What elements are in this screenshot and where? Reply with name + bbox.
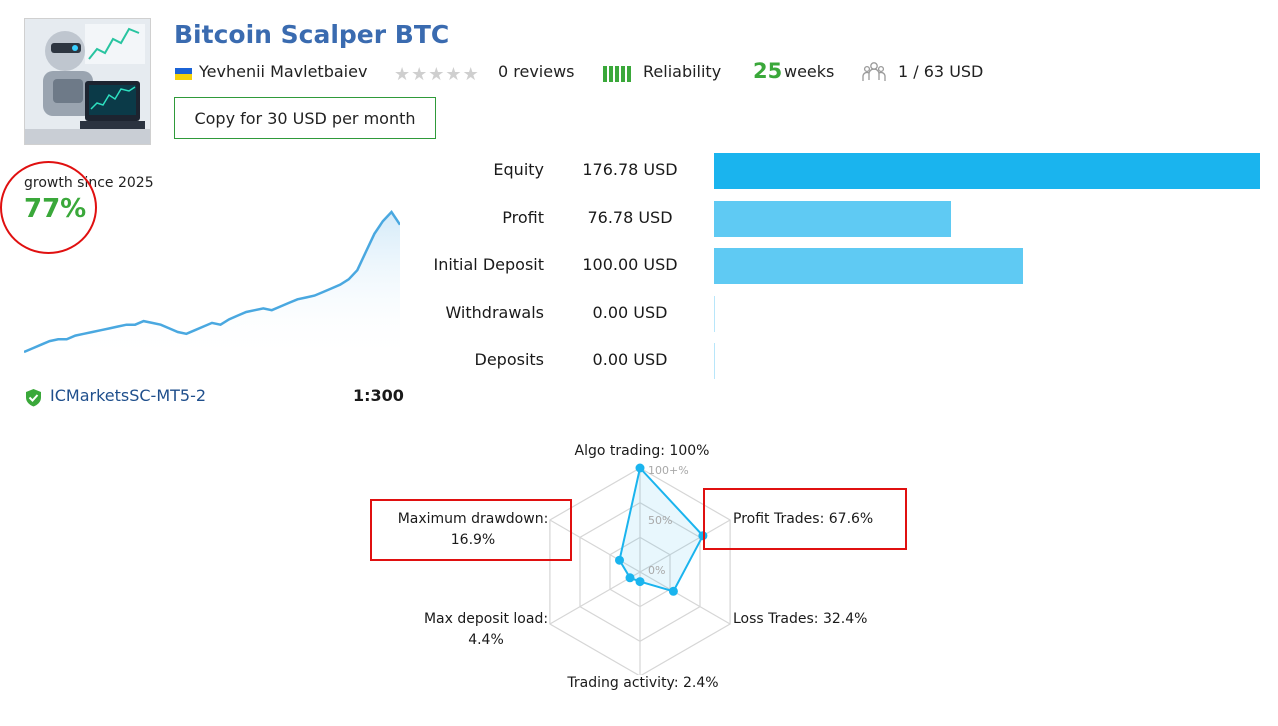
profit-bar xyxy=(714,201,952,237)
radar-tick-50: 50% xyxy=(648,514,672,527)
copy-subscribe-button[interactable]: Copy for 30 USD per month xyxy=(174,97,436,139)
author-avatar[interactable] xyxy=(24,18,151,145)
stat-label-equity: Equity xyxy=(493,160,544,179)
radar-chart: 100+% 50% 0% xyxy=(549,463,731,675)
star-icon: ★ xyxy=(411,64,429,85)
highlight-circle xyxy=(0,161,97,254)
stat-label-withdrawals: Withdrawals xyxy=(445,303,544,322)
highlight-box-profit-trades xyxy=(703,488,907,550)
radar-label-loss-trades: Loss Trades: 32.4% xyxy=(733,611,868,627)
reviews-count[interactable]: 0 reviews xyxy=(498,62,575,81)
growth-line xyxy=(24,210,400,354)
stat-value-initial-deposit: 100.00 USD xyxy=(582,255,678,274)
deposits-bar xyxy=(714,343,715,379)
leverage-value: 1:300 xyxy=(353,386,404,405)
equity-bar xyxy=(714,153,1260,189)
reliability-bars-icon xyxy=(603,66,631,82)
rating-stars: ★★★★★ xyxy=(394,64,480,85)
broker-server-link[interactable]: ICMarketsSC-MT5-2 xyxy=(50,386,207,405)
radar-spoke xyxy=(549,571,641,625)
star-icon: ★ xyxy=(394,64,412,85)
stat-label-profit: Profit xyxy=(502,208,544,227)
verified-shield-icon xyxy=(24,388,43,407)
stat-value-deposits: 0.00 USD xyxy=(592,350,668,369)
weeks-unit: weeks xyxy=(784,62,835,81)
radar-label-trading-activity: Trading activity: 2.4% xyxy=(567,675,719,691)
radar-spoke xyxy=(639,571,731,625)
signal-title[interactable]: Bitcoin Scalper BTC xyxy=(174,20,450,49)
robot-trader-image xyxy=(25,19,150,144)
reliability-label: Reliability xyxy=(643,62,722,81)
weeks-value: 25 xyxy=(753,59,783,83)
subscribers-icon xyxy=(861,60,887,86)
growth-area xyxy=(24,212,400,360)
radar-label-algo: Algo trading: 100% xyxy=(574,443,710,459)
radar-point xyxy=(698,531,708,541)
radar-point xyxy=(615,555,624,565)
stat-value-profit: 76.78 USD xyxy=(587,208,673,227)
growth-chart[interactable] xyxy=(24,200,400,360)
stat-label-initial-deposit: Initial Deposit xyxy=(433,255,544,274)
ukraine-flag-icon xyxy=(175,68,192,80)
stat-value-equity: 176.78 USD xyxy=(582,160,678,179)
radar-value-max-drawdown: 16.9% xyxy=(450,532,496,548)
stat-value-withdrawals: 0.00 USD xyxy=(592,303,668,322)
initial-deposit-bar xyxy=(714,248,1023,284)
star-icon: ★ xyxy=(428,64,446,85)
radar-label-profit-trades: Profit Trades: 67.6% xyxy=(733,511,874,527)
radar-label-max-deposit-load: Max deposit load: xyxy=(423,611,549,627)
radar-point xyxy=(625,573,635,583)
star-icon: ★ xyxy=(462,64,480,85)
subscribers-price: 1 / 63 USD xyxy=(898,62,984,81)
radar-point xyxy=(668,586,678,596)
withdrawals-bar xyxy=(714,296,715,332)
radar-point xyxy=(635,463,645,473)
radar-point xyxy=(635,577,645,587)
radar-value-max-deposit-load: 4.4% xyxy=(468,632,504,648)
author-name[interactable]: Yevhenii Mavletbaiev xyxy=(199,62,368,81)
radar-spoke xyxy=(639,519,731,573)
radar-spoke xyxy=(549,519,641,573)
radar-tick-100: 100+% xyxy=(648,464,689,477)
radar-label-max-drawdown: Maximum drawdown: xyxy=(397,511,549,527)
star-icon: ★ xyxy=(445,64,463,85)
highlight-box-drawdown xyxy=(370,499,572,561)
stat-label-deposits: Deposits xyxy=(474,350,545,369)
radar-tick-0: 0% xyxy=(648,564,665,577)
